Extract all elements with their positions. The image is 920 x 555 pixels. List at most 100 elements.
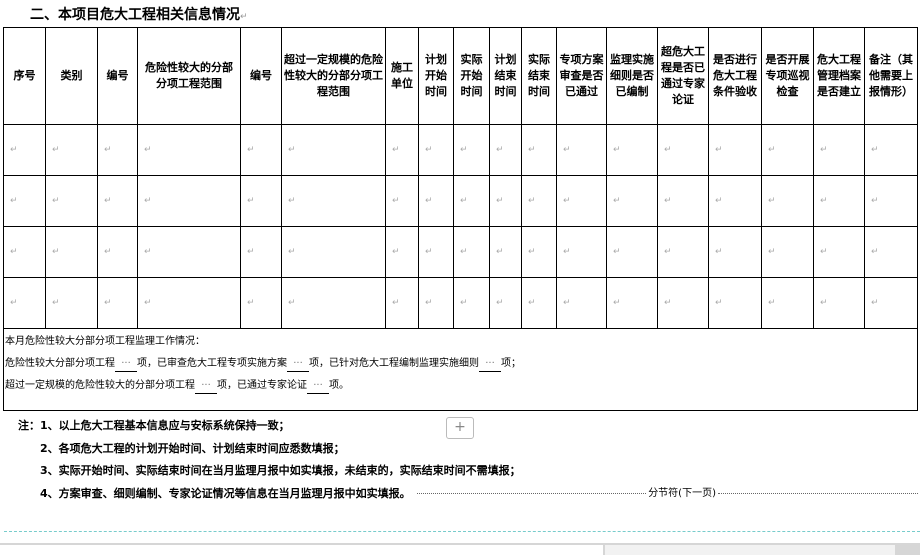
table-cell[interactable] (521, 226, 557, 278)
blank-field[interactable]: ··· (307, 379, 329, 394)
section-title: 二、本项目危大工程相关信息情况↵ (30, 7, 248, 23)
table-cell[interactable] (708, 124, 762, 176)
table-cell[interactable] (137, 277, 241, 329)
note-2: 2、各项危大工程的计划开始时间、计划结束时间应悉数填报； (40, 441, 345, 455)
table-cell[interactable] (606, 277, 658, 329)
column-header: 编号 (97, 27, 138, 125)
table-cell[interactable] (97, 277, 138, 329)
table-cell[interactable] (453, 175, 490, 227)
table-cell[interactable] (657, 124, 709, 176)
table-cell[interactable] (556, 124, 607, 176)
table-cell[interactable] (453, 124, 490, 176)
table-cell[interactable] (864, 277, 918, 329)
column-header: 监理实施细则是否已编制 (606, 27, 658, 125)
table-cell[interactable] (418, 175, 454, 227)
table-cell[interactable] (813, 277, 865, 329)
table-cell[interactable] (708, 226, 762, 278)
table-cell[interactable] (281, 226, 386, 278)
table-cell[interactable] (556, 226, 607, 278)
table-cell[interactable] (137, 175, 241, 227)
note-4: 4、方案审查、细则编制、专家论证情况等信息在当月监理月报中如实填报。 (40, 486, 411, 500)
table-cell[interactable] (489, 124, 522, 176)
column-header: 实际结束时间 (521, 27, 557, 125)
next-page (0, 545, 603, 555)
table-cell[interactable] (240, 175, 282, 227)
table-cell[interactable] (521, 175, 557, 227)
table-cell[interactable] (606, 124, 658, 176)
table-cell[interactable] (761, 124, 814, 176)
table-cell[interactable] (521, 277, 557, 329)
table-cell[interactable] (864, 175, 918, 227)
note-3: 3、实际开始时间、实际结束时间在当月监理月报中如实填报，未结束的，实际结束时间不… (40, 464, 521, 477)
table-cell[interactable] (45, 226, 98, 278)
table-cell[interactable] (137, 226, 241, 278)
table-cell[interactable] (3, 226, 46, 278)
add-row-button[interactable]: + (446, 417, 474, 439)
notes: + 注：1、以上危大工程基本信息应与安标系统保持一致； 2、各项危大工程的计划开… (18, 415, 918, 505)
section-break-line (416, 493, 647, 495)
column-header: 编号 (240, 27, 282, 125)
table-cell[interactable] (489, 175, 522, 227)
table-cell[interactable] (657, 277, 709, 329)
table-row (3, 277, 918, 329)
table-cell[interactable] (813, 226, 865, 278)
table-cell[interactable] (97, 226, 138, 278)
column-header: 施工单位 (385, 27, 419, 125)
blank-field[interactable]: ··· (287, 357, 309, 372)
table-cell[interactable] (240, 124, 282, 176)
table-cell[interactable] (761, 175, 814, 227)
column-header: 类别 (45, 27, 98, 125)
table-cell[interactable] (657, 226, 709, 278)
side-panel (605, 545, 895, 555)
column-header: 危险性较大的分部分项工程范围 (137, 27, 241, 125)
table-cell[interactable] (45, 277, 98, 329)
table-cell[interactable] (453, 277, 490, 329)
section-break-line (718, 493, 918, 495)
table-cell[interactable] (45, 175, 98, 227)
table-cell[interactable] (453, 226, 490, 278)
table-cell[interactable] (556, 277, 607, 329)
blank-field[interactable]: ··· (479, 357, 501, 372)
note-1: 注：1、以上危大工程基本信息应与安标系统保持一致； (18, 419, 290, 432)
table-cell[interactable] (240, 277, 282, 329)
table-cell[interactable] (864, 226, 918, 278)
table-cell[interactable] (813, 175, 865, 227)
table-cell[interactable] (385, 277, 419, 329)
hazard-project-table: 序号 类别 编号 危险性较大的分部分项工程范围 编号 超过一定规模的危险性较大的分部分项工… (3, 27, 918, 411)
table-cell[interactable] (240, 226, 282, 278)
blank-field[interactable]: ··· (195, 379, 217, 394)
table-cell[interactable] (657, 175, 709, 227)
table-cell[interactable] (864, 124, 918, 176)
summary-cell[interactable]: 本月危险性较大分部分项工程监理工作情况： 危险性较大分部分项工程 ··· 项，已审查… (3, 328, 918, 411)
table-cell[interactable] (708, 175, 762, 227)
table-cell[interactable] (489, 226, 522, 278)
table-cell[interactable] (521, 124, 557, 176)
table-cell[interactable] (556, 175, 607, 227)
table-cell[interactable] (385, 124, 419, 176)
table-cell[interactable] (708, 277, 762, 329)
table-cell[interactable] (761, 226, 814, 278)
table-cell[interactable] (385, 175, 419, 227)
table-cell[interactable] (606, 226, 658, 278)
table-cell[interactable] (281, 175, 386, 227)
table-cell[interactable] (418, 226, 454, 278)
table-cell[interactable] (489, 277, 522, 329)
table-cell[interactable] (137, 124, 241, 176)
table-cell[interactable] (761, 277, 814, 329)
table-cell[interactable] (813, 124, 865, 176)
blank-field[interactable]: ··· (115, 357, 137, 372)
table-cell[interactable] (3, 277, 46, 329)
table-cell[interactable] (3, 175, 46, 227)
table-cell[interactable] (418, 124, 454, 176)
table-cell[interactable] (606, 175, 658, 227)
table-cell[interactable] (281, 277, 386, 329)
note-4-row: 4、方案审查、细则编制、专家论证情况等信息在当月监理月报中如实填报。 分节符(下… (18, 483, 918, 506)
table-cell[interactable] (418, 277, 454, 329)
table-cell[interactable] (97, 175, 138, 227)
table-cell[interactable] (97, 124, 138, 176)
table-cell[interactable] (45, 124, 98, 176)
table-cell[interactable] (3, 124, 46, 176)
table-cell[interactable] (385, 226, 419, 278)
table-row (3, 175, 918, 227)
table-cell[interactable] (281, 124, 386, 176)
